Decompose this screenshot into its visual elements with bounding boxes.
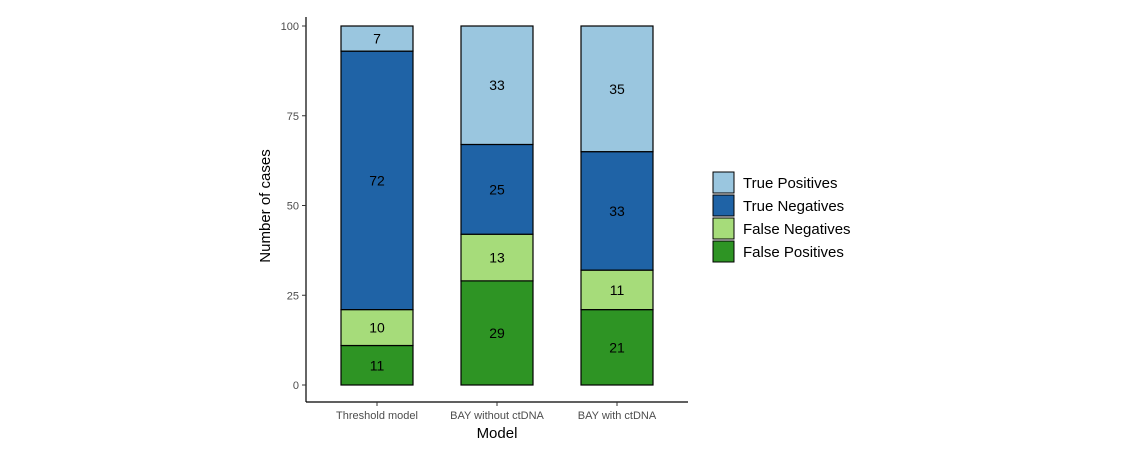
- bar-segment: [460, 280, 534, 386]
- y-tick-label: 25: [287, 290, 299, 302]
- bar-value-label: 11: [370, 357, 385, 373]
- bar-segment: [580, 151, 654, 271]
- legend-label: True Negatives: [743, 198, 844, 215]
- legend-label: False Negatives: [743, 221, 851, 238]
- bar-value-label: 29: [489, 325, 505, 341]
- x-tick-label: BAY with ctDNA: [578, 410, 657, 422]
- bar-segment: [460, 233, 534, 282]
- bar-segment: [580, 309, 654, 386]
- legend: True Positives True Negatives False Negati…: [712, 171, 851, 263]
- bar-segment: [340, 25, 414, 52]
- bar-value-label: 25: [489, 181, 505, 197]
- axes: [302, 17, 688, 406]
- x-tick-label: Threshold model: [336, 410, 418, 422]
- legend-swatch: [712, 240, 735, 263]
- bar-value-label: 72: [369, 172, 385, 188]
- x-tick-labels: Threshold model BAY without ctDNA BAY with…: [336, 410, 657, 422]
- legend-swatch: [712, 217, 735, 240]
- bar-value-label: 11: [610, 282, 625, 298]
- bar-segment: [340, 50, 414, 311]
- legend-swatch: [712, 194, 735, 217]
- y-tick-label: 100: [281, 21, 299, 33]
- y-tick-labels: 0 25 50 75 100: [281, 21, 299, 392]
- y-tick-label: 0: [293, 380, 299, 392]
- y-axis-title: Number of cases: [257, 149, 274, 262]
- bar-segment: [460, 25, 534, 146]
- bar-segment: [580, 25, 654, 153]
- bar-segment: [460, 143, 534, 235]
- bar-segment: [580, 269, 654, 311]
- legend-label: True Positives: [743, 175, 837, 192]
- bar-value-label: 21: [609, 339, 625, 355]
- bar-value-label: 7: [373, 31, 381, 47]
- legend-label: False Positives: [743, 244, 844, 261]
- bar-value-label: 35: [609, 81, 625, 97]
- segment-labels: 11 10 72 7 29 13 25 33 21 11 33 35: [369, 31, 625, 374]
- y-tick-label: 75: [287, 111, 299, 123]
- bar-value-label: 33: [489, 77, 505, 93]
- bars: [340, 25, 654, 386]
- bar-value-label: 10: [369, 320, 385, 336]
- legend-swatch: [712, 171, 735, 194]
- bar-value-label: 33: [609, 203, 625, 219]
- bar-value-label: 13: [489, 250, 505, 266]
- y-tick-label: 50: [287, 201, 299, 213]
- x-tick-label: BAY without ctDNA: [450, 410, 544, 422]
- x-axis-title: Model: [477, 425, 518, 442]
